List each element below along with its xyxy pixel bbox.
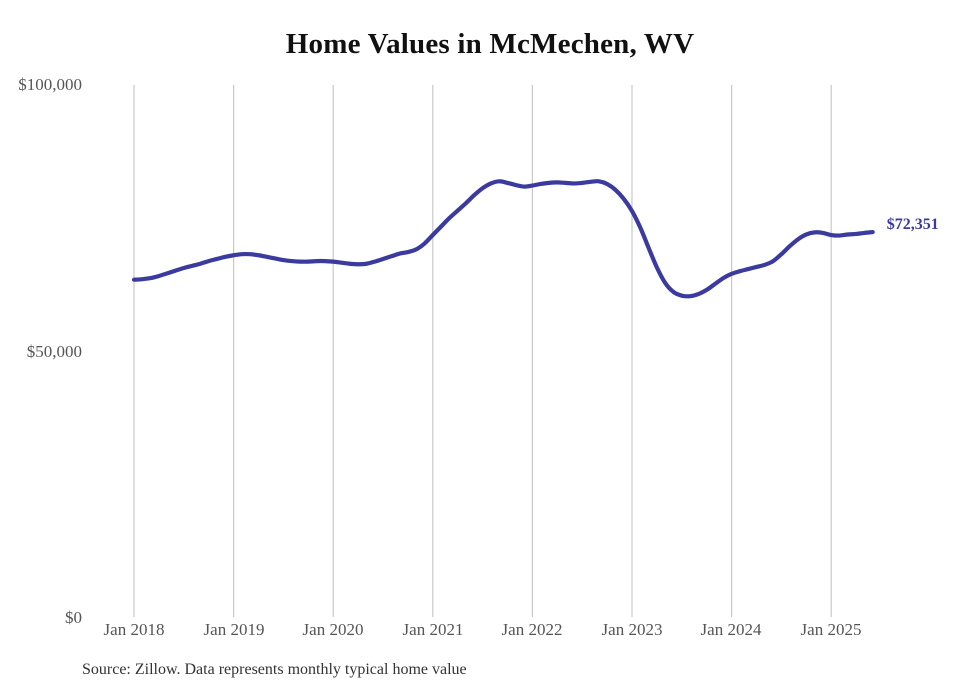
x-axis-tick-jan-2022: Jan 2022 xyxy=(501,620,563,639)
x-axis-tick-jan-2024: Jan 2024 xyxy=(700,620,762,639)
page-title: Home Values in McMechen, WV xyxy=(285,28,695,60)
x-axis-tick-jan-2019: Jan 2019 xyxy=(203,620,265,639)
y-axis-tick-0: $0 xyxy=(65,608,82,627)
source-note: Source: Zillow. Data represents monthly … xyxy=(82,661,467,678)
x-axis-tick-jan-2023: Jan 2023 xyxy=(601,620,663,639)
end-value-annotation: $72,351 xyxy=(886,216,939,234)
x-axis-tick-jan-2021: Jan 2021 xyxy=(402,620,464,639)
gridlines xyxy=(133,85,832,617)
y-axis-tick-50000: $50,000 xyxy=(26,342,82,361)
x-axis-tick-jan-2020: Jan 2020 xyxy=(302,620,364,639)
x-axis-tick-jan-2018: Jan 2018 xyxy=(103,620,165,639)
y-axis-tick-100000: $100,000 xyxy=(18,75,82,94)
x-axis-tick-jan-2025: Jan 2025 xyxy=(800,620,862,639)
data-line-series-1 xyxy=(131,179,875,299)
